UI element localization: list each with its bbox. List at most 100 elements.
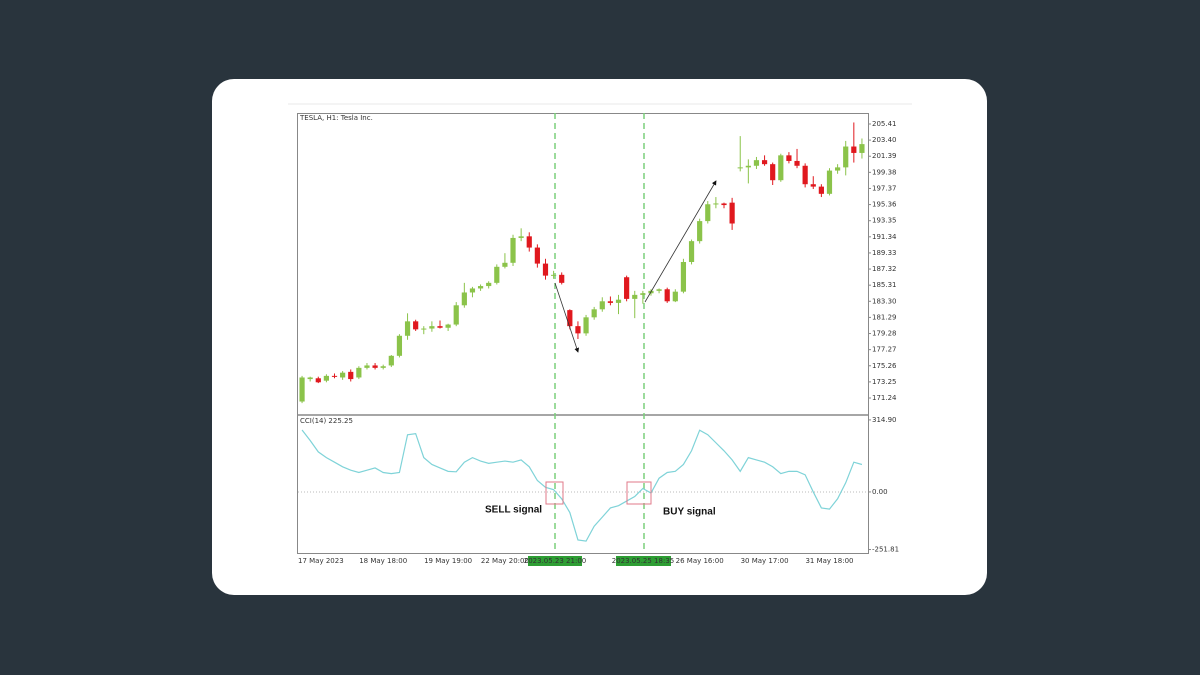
candle-body [713, 203, 719, 205]
candle-body [843, 146, 849, 168]
y-tick-label: 171.24 [872, 394, 897, 402]
buy-box [626, 481, 652, 505]
candle-body [340, 372, 346, 378]
candle-body [413, 321, 419, 330]
candle-body [737, 167, 743, 169]
candle-body [705, 204, 711, 222]
y-tick-label: 199.38 [872, 168, 897, 176]
candle-body [542, 263, 549, 276]
buy-label: BUY signal [663, 507, 716, 518]
candle-body [656, 289, 662, 291]
x-tick-label: 31 May 18:00 [805, 557, 853, 565]
candle-body [315, 378, 321, 383]
y-tick-label: 181.29 [872, 313, 897, 321]
sell-box [545, 481, 564, 505]
candle-body [851, 146, 857, 153]
candle-body [429, 326, 435, 329]
candle-body [680, 261, 687, 292]
candle-body [786, 155, 792, 161]
y-tick-label: 314.90 [872, 416, 897, 424]
candle-body [721, 203, 727, 206]
candle-body [753, 160, 760, 166]
y-tick-label: 175.26 [872, 362, 897, 370]
y-tick-label: 173.25 [872, 378, 897, 386]
candle-body [607, 301, 613, 303]
candle-body [697, 221, 703, 242]
candle-body [818, 186, 824, 194]
y-tick-label: 191.34 [872, 233, 897, 241]
candle-body [299, 377, 305, 402]
candle-body [802, 165, 808, 185]
candle-body [599, 301, 605, 310]
sell-arrow [554, 282, 580, 353]
candle-body [688, 241, 695, 262]
cursor-label: 2023.05.25 18:35 [612, 557, 674, 565]
candle-body [640, 293, 646, 295]
candle-body [445, 324, 451, 328]
indicator-title: CCI(14) 225.25 [300, 417, 353, 425]
candle-body [323, 375, 329, 381]
chart-title: TESLA, H1: Tesla Inc. [299, 114, 373, 122]
candle-body [632, 294, 638, 299]
candle-body [672, 291, 678, 302]
candle-body [810, 184, 816, 187]
candle-body [331, 375, 338, 377]
candle-body [583, 317, 589, 334]
y-tick-label: 187.32 [872, 265, 897, 273]
y-tick-label: 201.39 [872, 152, 897, 160]
candle-body [826, 170, 833, 194]
candle-body [559, 274, 565, 283]
y-tick-label: 205.41 [872, 120, 897, 128]
candle-body [404, 321, 411, 336]
sell-label: SELL signal [485, 505, 542, 516]
candle-body [453, 305, 459, 325]
candle-body [526, 236, 532, 248]
candle-body [380, 366, 386, 368]
candle-body [859, 144, 865, 153]
cci-line [301, 429, 863, 542]
candle-body [745, 165, 751, 168]
candle-body [624, 277, 630, 299]
candle-body [551, 274, 557, 276]
y-tick-label: 189.33 [872, 249, 897, 257]
candle-body [567, 310, 573, 327]
marks: 205.41 203.40 201.39 199.38 197.37 195.36 193.… [298, 120, 899, 565]
candle-body [729, 202, 735, 224]
x-tick-label: 18 May 18:00 [359, 557, 407, 565]
y-tick-label: 193.35 [872, 217, 897, 225]
candle-body [486, 282, 492, 287]
candle-body [770, 164, 776, 181]
candle-body [421, 328, 427, 330]
candle-body [510, 237, 516, 263]
y-tick-label: 0.00 [872, 488, 888, 496]
candle-body [469, 288, 476, 293]
x-tick-label: 22 May 20:00 [481, 557, 529, 565]
y-tick-label: 185.31 [872, 281, 897, 289]
y-tick-label: 203.40 [872, 136, 897, 144]
candle-body [348, 371, 354, 380]
candle-body [778, 155, 784, 181]
y-tick-label: 197.37 [872, 184, 897, 192]
x-tick-label: 19 May 19:00 [424, 557, 472, 565]
cursor-label: 2023.05.23 21:00 [524, 557, 586, 565]
y-tick-label: 179.28 [872, 330, 897, 338]
candle-body [356, 367, 362, 378]
candle-body [307, 377, 313, 380]
candle-body [494, 266, 500, 283]
candle-body [591, 309, 597, 318]
y-tick-label: -251.81 [872, 546, 899, 554]
candle-body [835, 167, 841, 171]
card [212, 79, 987, 595]
candle-body [396, 335, 403, 356]
y-tick-label: 183.30 [872, 297, 897, 305]
y-tick-label: 195.36 [872, 201, 897, 209]
candle-body [615, 299, 622, 303]
candle-body [461, 292, 467, 306]
candle-body [664, 289, 670, 302]
x-tick-label: 17 May 2023 [298, 557, 344, 565]
candle-body [364, 365, 370, 368]
candle-body [575, 326, 581, 334]
candle-body [502, 262, 508, 267]
